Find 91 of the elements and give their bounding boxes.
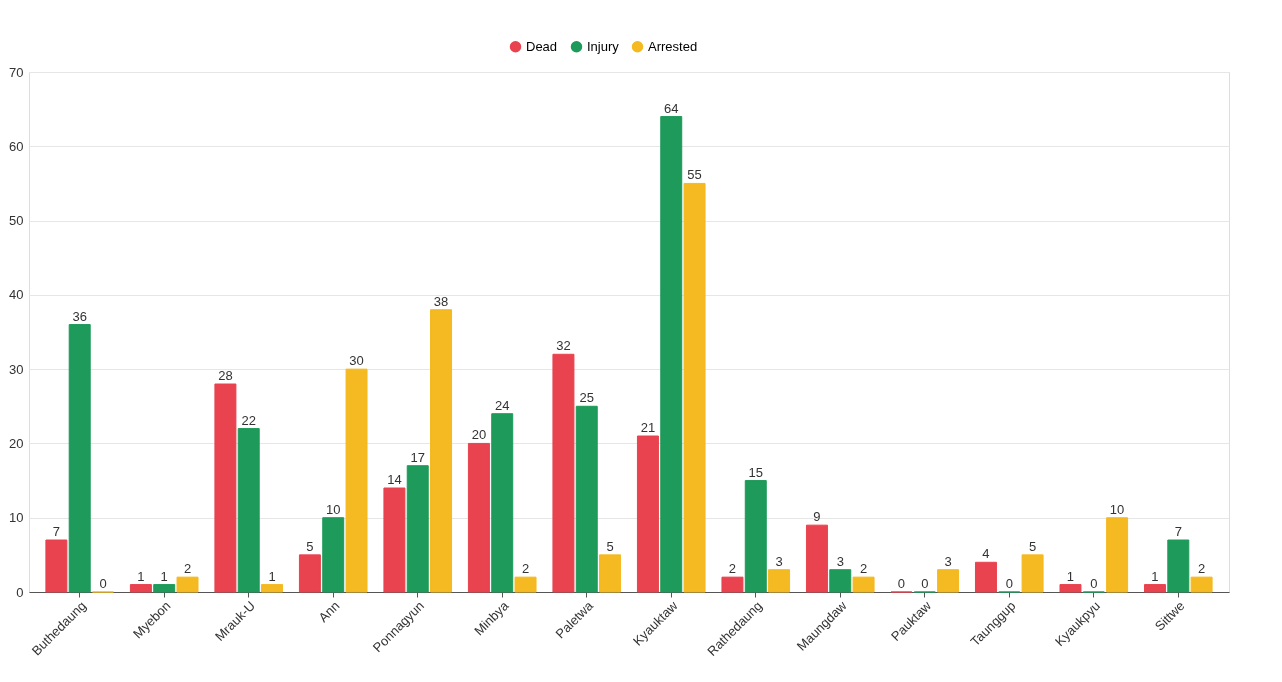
bar [514,576,537,593]
data-label: 30 [349,353,364,369]
data-label: 1 [1151,568,1159,584]
bar [153,584,176,593]
y-tick-label: 70 [9,64,24,80]
bar [636,435,659,593]
bar [467,442,490,593]
data-label: 2 [859,561,868,577]
data-label: 64 [664,100,679,116]
y-tick-label: 60 [9,138,24,154]
data-label: 9 [813,509,821,525]
data-label: 2 [1197,561,1206,577]
data-label: 24 [495,397,510,413]
data-label: 14 [387,472,402,487]
bar [406,465,429,593]
bar [1190,576,1213,593]
bar [491,413,514,593]
data-label: 10 [325,501,341,517]
data-label: 0 [897,576,906,591]
data-label: 3 [775,553,783,569]
bar [45,539,68,593]
bar [852,576,875,593]
legend-label: Dead [526,38,558,54]
bar [298,554,321,593]
data-label: 15 [748,464,763,480]
bar [176,576,199,593]
bar [974,561,997,593]
bar [1143,584,1166,593]
data-label: 17 [410,449,425,465]
data-label: 5 [1028,538,1037,554]
y-tick-label: 40 [9,287,24,303]
bar [1059,584,1082,593]
bar [261,584,284,593]
bar [744,480,767,593]
bar [322,517,345,593]
data-label: 1 [160,568,168,584]
data-label: 2 [183,561,192,577]
data-label: 0 [1090,576,1098,591]
y-tick-label: 20 [9,435,24,451]
bar [345,368,368,593]
data-label: 3 [944,553,952,569]
bar [552,353,575,593]
data-label: 7 [52,524,61,539]
y-tick-label: 0 [16,584,24,600]
data-label: 10 [1109,501,1125,517]
data-label: 25 [579,390,594,406]
data-label: 5 [606,538,614,554]
y-tick-label: 50 [9,213,24,229]
data-label: 0 [99,576,107,591]
data-label: 55 [687,167,702,183]
bar [129,584,152,593]
data-label: 1 [268,568,276,584]
bar [721,576,744,593]
data-label: 7 [1174,524,1182,539]
bar [829,569,852,593]
bar [237,428,260,593]
bar [768,569,791,593]
bar [683,182,706,593]
bar [430,309,453,593]
x-tick-label: Ann [315,598,343,626]
data-label: 1 [1066,568,1075,584]
data-label: 5 [306,538,314,554]
bar [383,487,406,593]
bar [68,324,91,593]
bar [937,569,960,593]
data-label: 32 [556,338,571,354]
data-label: 2 [728,561,737,577]
data-label: 3 [836,553,844,569]
bar [805,524,828,593]
bar [214,383,237,593]
data-label: 2 [521,561,530,577]
data-label: 21 [640,420,656,435]
data-label: 36 [72,308,87,324]
data-label: 0 [921,576,929,591]
data-label: 4 [982,546,990,562]
data-label: 28 [218,368,233,383]
legend-label: Arrested [648,38,698,54]
bar [599,554,622,593]
data-label: 0 [1005,576,1013,591]
data-label: 22 [241,412,256,428]
y-tick-label: 30 [9,361,24,377]
data-label: 20 [471,427,487,443]
bar [575,405,598,593]
bar [1021,554,1044,593]
y-tick-label: 10 [9,510,24,526]
data-label: 1 [137,568,145,584]
bar [660,116,683,593]
data-label: 38 [433,293,449,309]
bar [1106,517,1129,593]
bar [1167,539,1190,593]
legend-label: Injury [587,38,620,54]
